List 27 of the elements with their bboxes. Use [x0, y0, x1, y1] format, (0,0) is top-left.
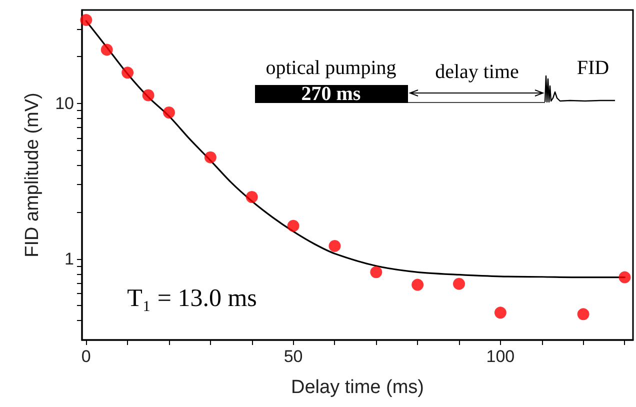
point [577, 308, 590, 320]
point [80, 14, 92, 26]
y-axis-title: FID amplitude (mV) [22, 92, 43, 258]
point [618, 271, 631, 284]
x-tick-label: 50 [284, 347, 303, 366]
point [370, 266, 382, 278]
point [328, 240, 341, 252]
annotation: T₁ = 13.0 ms [127, 285, 257, 312]
point [412, 278, 424, 291]
point [163, 106, 175, 118]
point [246, 191, 258, 203]
point [287, 220, 300, 232]
point [100, 44, 113, 56]
x-tick-label: 0 [81, 347, 91, 366]
point [494, 306, 506, 319]
point [204, 151, 216, 164]
annotation: FID [576, 57, 610, 79]
x-axis-title: Delay time (ms) [290, 377, 424, 398]
y-tick-label: 10 [55, 94, 74, 113]
point [122, 66, 134, 79]
annotation: optical pumping [266, 57, 396, 79]
y-tick-label: 1 [64, 249, 74, 268]
annotation: delay time [435, 61, 520, 83]
x-tick-label: 100 [486, 347, 515, 366]
point [142, 89, 154, 102]
annotation: 270 ms [301, 83, 361, 105]
point [453, 278, 465, 290]
